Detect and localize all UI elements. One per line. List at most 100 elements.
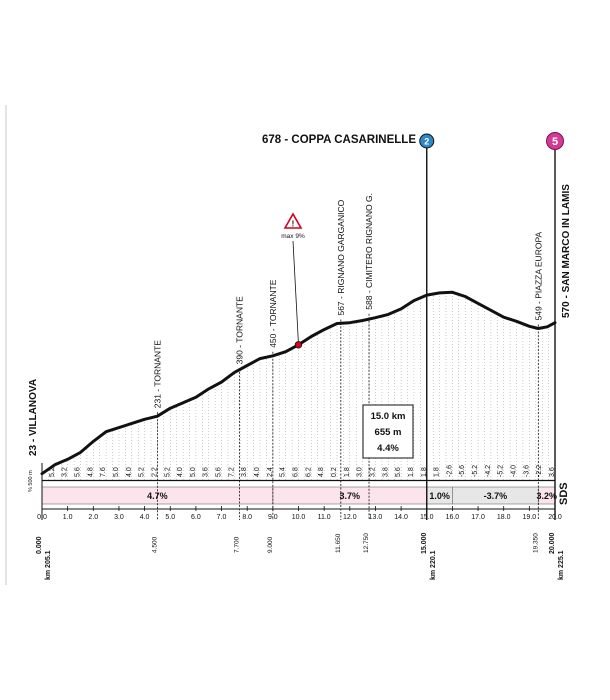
gradient-segment-label: 3.7% bbox=[340, 491, 361, 501]
waypoint-distance-label: 4.500 bbox=[151, 536, 158, 553]
gradient-segment-label: -3.7% bbox=[484, 491, 508, 501]
km-tick-label: 18.0 bbox=[497, 514, 511, 521]
gradient-value: 5.2 bbox=[164, 467, 171, 477]
gradient-value: 6.2 bbox=[305, 467, 312, 477]
waypoint-label: 588 - CIMITERO RIGNANO G. bbox=[364, 193, 374, 310]
finish-km-label: km 225.1 bbox=[558, 550, 565, 580]
profile-hatching-layer bbox=[48, 292, 549, 480]
start-label: 23 - VILLANOVA bbox=[28, 379, 39, 456]
km-tick-label: 1.0 bbox=[63, 514, 73, 521]
gradient-value: -2.6 bbox=[446, 465, 453, 477]
gradient-value: 3.6 bbox=[203, 467, 210, 477]
gradient-value: 2.2 bbox=[151, 467, 158, 477]
max-gradient-label: max 9% bbox=[281, 233, 305, 240]
summit-kom-badge bbox=[419, 133, 435, 149]
gradient-value: 5.6 bbox=[74, 467, 81, 477]
gradient-segment-label: 4.7% bbox=[147, 491, 168, 501]
profile-line-layer bbox=[40, 290, 557, 476]
summit-kom-badge-number: 2 bbox=[424, 137, 429, 147]
waypoint-distance-label: 11.650 bbox=[335, 533, 342, 553]
waypoint-label: 450 - TORNANTE bbox=[268, 279, 278, 348]
summit-km-label: km 220.1 bbox=[430, 550, 437, 580]
gradient-value: 1.8 bbox=[434, 467, 441, 477]
km-tick-label: 8.0 bbox=[242, 514, 252, 521]
start-distance-label: 0.000 bbox=[36, 536, 43, 554]
gradient-value: -5.2 bbox=[472, 465, 479, 477]
waypoint-distance-label: 12.750 bbox=[363, 533, 370, 553]
waypoint-distance-label: 7.700 bbox=[234, 536, 241, 553]
gradient-value: 2.4 bbox=[267, 467, 274, 477]
profile-line bbox=[40, 290, 557, 476]
gradient-value: 3.6 bbox=[549, 467, 556, 477]
gradient-value: 5.0 bbox=[190, 467, 197, 477]
km-tick-label: 10.0 bbox=[292, 514, 306, 521]
gradient-value: 5.6 bbox=[395, 467, 402, 477]
max-gradient-warning-icon bbox=[283, 212, 303, 229]
finish-badge bbox=[546, 132, 564, 150]
waypoint-label: 549 - PIAZZA EUROPA bbox=[533, 231, 543, 320]
km-axis-layer: 0.01.02.03.04.05.06.07.08.09.010.011.012… bbox=[36, 148, 565, 580]
gradient-value: 5.0 bbox=[113, 467, 120, 477]
waypoint-label: 390 - TORNANTE bbox=[235, 296, 245, 365]
finish-distance-label: 20.000 bbox=[549, 532, 556, 554]
gradient-value: 1.8 bbox=[421, 467, 428, 477]
gradient-value: 7.2 bbox=[228, 467, 235, 477]
gradient-segment-label: 1.0% bbox=[429, 491, 450, 501]
markers-layer: ! max 9% 678 - COPPA CASARINELLE 2 5 15.0 km 6… bbox=[262, 132, 570, 505]
climb-summary-line: 655 m bbox=[375, 427, 402, 438]
gradient-value: 3.8 bbox=[241, 467, 248, 477]
gradient-labels-layer: % 500 m 5.2 3.2 5.6 4.8 7.6 5.0 4.0 5.2 2.2 5.2 4.0… bbox=[28, 465, 556, 492]
gradient-value: 3.2 bbox=[62, 467, 69, 477]
km-tick-label: 7.0 bbox=[217, 514, 227, 521]
max-gradient-warning-glyph: ! bbox=[292, 220, 295, 229]
gradient-value: -2.2 bbox=[536, 465, 543, 477]
gradient-value: 3.8 bbox=[382, 467, 389, 477]
gradient-value: -5.2 bbox=[498, 465, 505, 477]
gradient-value: 4.0 bbox=[254, 467, 261, 477]
waypoint-label: 231 - TORNANTE bbox=[152, 340, 162, 409]
waypoint-distance-label: 19.350 bbox=[532, 533, 539, 553]
gradient-value: -4.0 bbox=[511, 465, 518, 477]
km-tick-label: 17.0 bbox=[471, 514, 485, 521]
gradient-value: 1.8 bbox=[408, 467, 415, 477]
waypoint-distance-label: 9.000 bbox=[267, 536, 274, 553]
gradient-segment-label: 3.2% bbox=[536, 491, 557, 501]
sds-logo-text: SDS bbox=[558, 482, 570, 505]
km-tick-label: 2.0 bbox=[88, 514, 98, 521]
km-tick-label: 6.0 bbox=[191, 514, 201, 521]
climb-summary-box bbox=[362, 404, 414, 459]
km-tick-label: 16.0 bbox=[446, 514, 460, 521]
gradient-value: 6.8 bbox=[293, 467, 300, 477]
gradient-value: 5.6 bbox=[216, 467, 223, 477]
km-tick-label: 11.0 bbox=[318, 514, 331, 521]
gradient-value: 5.4 bbox=[280, 467, 287, 477]
gradient-value: 5.2 bbox=[49, 467, 56, 477]
max-gradient-dot bbox=[294, 341, 303, 349]
gradient-value: 4.8 bbox=[87, 467, 94, 477]
finish-label: 570 - SAN MARCO IN LAMIS bbox=[561, 184, 572, 318]
gradient-value: -3.6 bbox=[523, 465, 530, 477]
gradient-value: -5.6 bbox=[459, 465, 466, 477]
climb-summary-line: 4.4% bbox=[377, 443, 399, 454]
gradient-value: 4.0 bbox=[126, 467, 133, 477]
gradient-value: 5.2 bbox=[139, 467, 146, 477]
km-tick-label: 3.0 bbox=[114, 514, 124, 521]
km-tick-label: 13.0 bbox=[369, 514, 383, 521]
max-leader-line bbox=[292, 240, 299, 345]
climb-summary-line: 15.0 km bbox=[371, 411, 406, 422]
summit-label: 678 - COPPA CASARINELLE bbox=[262, 134, 416, 146]
km-tick-label: 5.0 bbox=[165, 514, 175, 521]
gradient-value: 3.0 bbox=[357, 467, 364, 477]
waypoints-layer: 231 - TORNANTE 4.500 390 - TORNANTE 7.700 45… bbox=[28, 184, 572, 553]
gradient-value: 1.8 bbox=[344, 467, 351, 477]
km-tick-label: 12.0 bbox=[343, 514, 357, 521]
gradient-value: 7.6 bbox=[100, 467, 107, 477]
waypoint-label: 567 - RIGNANO GARGANICO bbox=[336, 199, 346, 315]
km-tick-label: 19.0 bbox=[523, 514, 537, 521]
y-unit-label: % 500 m bbox=[28, 470, 34, 492]
km-tick-label: 14.0 bbox=[394, 514, 408, 521]
gradient-value: 0.2 bbox=[331, 467, 338, 477]
km-tick-label: 4.0 bbox=[140, 514, 150, 521]
gradient-value: 4.0 bbox=[177, 467, 184, 477]
